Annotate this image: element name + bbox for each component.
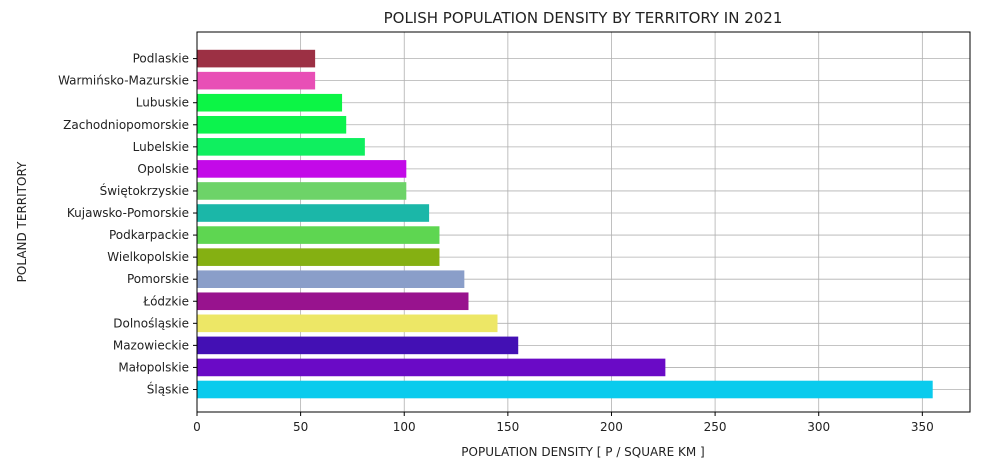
bar [197, 71, 316, 90]
y-tick-label: Opolskie [137, 162, 189, 176]
bar [197, 160, 407, 178]
y-tick-label: Warmińsko-Mazurskie [58, 74, 189, 88]
x-tick-label: 150 [496, 420, 519, 434]
bar [197, 115, 347, 134]
chart-title: POLISH POPULATION DENSITY BY TERRITORY I… [384, 9, 783, 27]
x-tick-label: 350 [911, 420, 934, 434]
x-tick-label: 50 [293, 420, 308, 434]
y-tick-label: Lubelskie [133, 140, 189, 154]
x-tick-label: 200 [600, 420, 623, 434]
bar [197, 138, 365, 156]
bar [197, 93, 343, 112]
bars [197, 49, 933, 399]
y-tick-label: Zachodniopomorskie [63, 118, 189, 132]
bar [197, 380, 933, 399]
bar [197, 270, 465, 288]
y-tick-label: Łódzkie [142, 294, 189, 308]
bar [197, 336, 519, 355]
y-axis-label: POLAND TERRITORY [15, 161, 29, 282]
bar [197, 204, 430, 222]
x-tick-label: 250 [704, 420, 727, 434]
bar [197, 292, 469, 311]
y-tick-label: Mazowieckie [113, 338, 189, 352]
plot-frame [196, 31, 971, 413]
bar [197, 49, 316, 68]
y-tick-label: Podkarpackie [109, 228, 189, 242]
x-tick-label: 300 [807, 420, 830, 434]
y-tick-label: Podlaskie [133, 52, 189, 66]
bar [197, 182, 407, 200]
y-tick-label: Lubuskie [136, 96, 189, 110]
x-axis-label: POPULATION DENSITY [ P / SQUARE KM ] [461, 445, 704, 459]
y-tick-label: Małopolskie [118, 360, 189, 374]
bar [197, 248, 440, 266]
bar [197, 226, 440, 244]
x-tick-label: 100 [393, 420, 416, 434]
bar [197, 314, 498, 333]
y-axis: Śląskie Małopolskie Mazowieckie Dolnośląski… [58, 52, 197, 397]
y-tick-label: Śląskie [147, 382, 189, 397]
x-axis: 0 50 100 150 200 250 300 350 [193, 412, 934, 434]
y-tick-label: Pomorskie [127, 272, 189, 286]
y-tick-label: Kujawsko-Pomorskie [67, 206, 189, 220]
bar [197, 358, 666, 377]
y-tick-label: Świętokrzyskie [100, 183, 189, 198]
y-tick-label: Wielkopolskie [107, 250, 189, 264]
x-tick-label: 0 [193, 420, 201, 434]
y-tick-label: Dolnośląskie [113, 316, 189, 330]
